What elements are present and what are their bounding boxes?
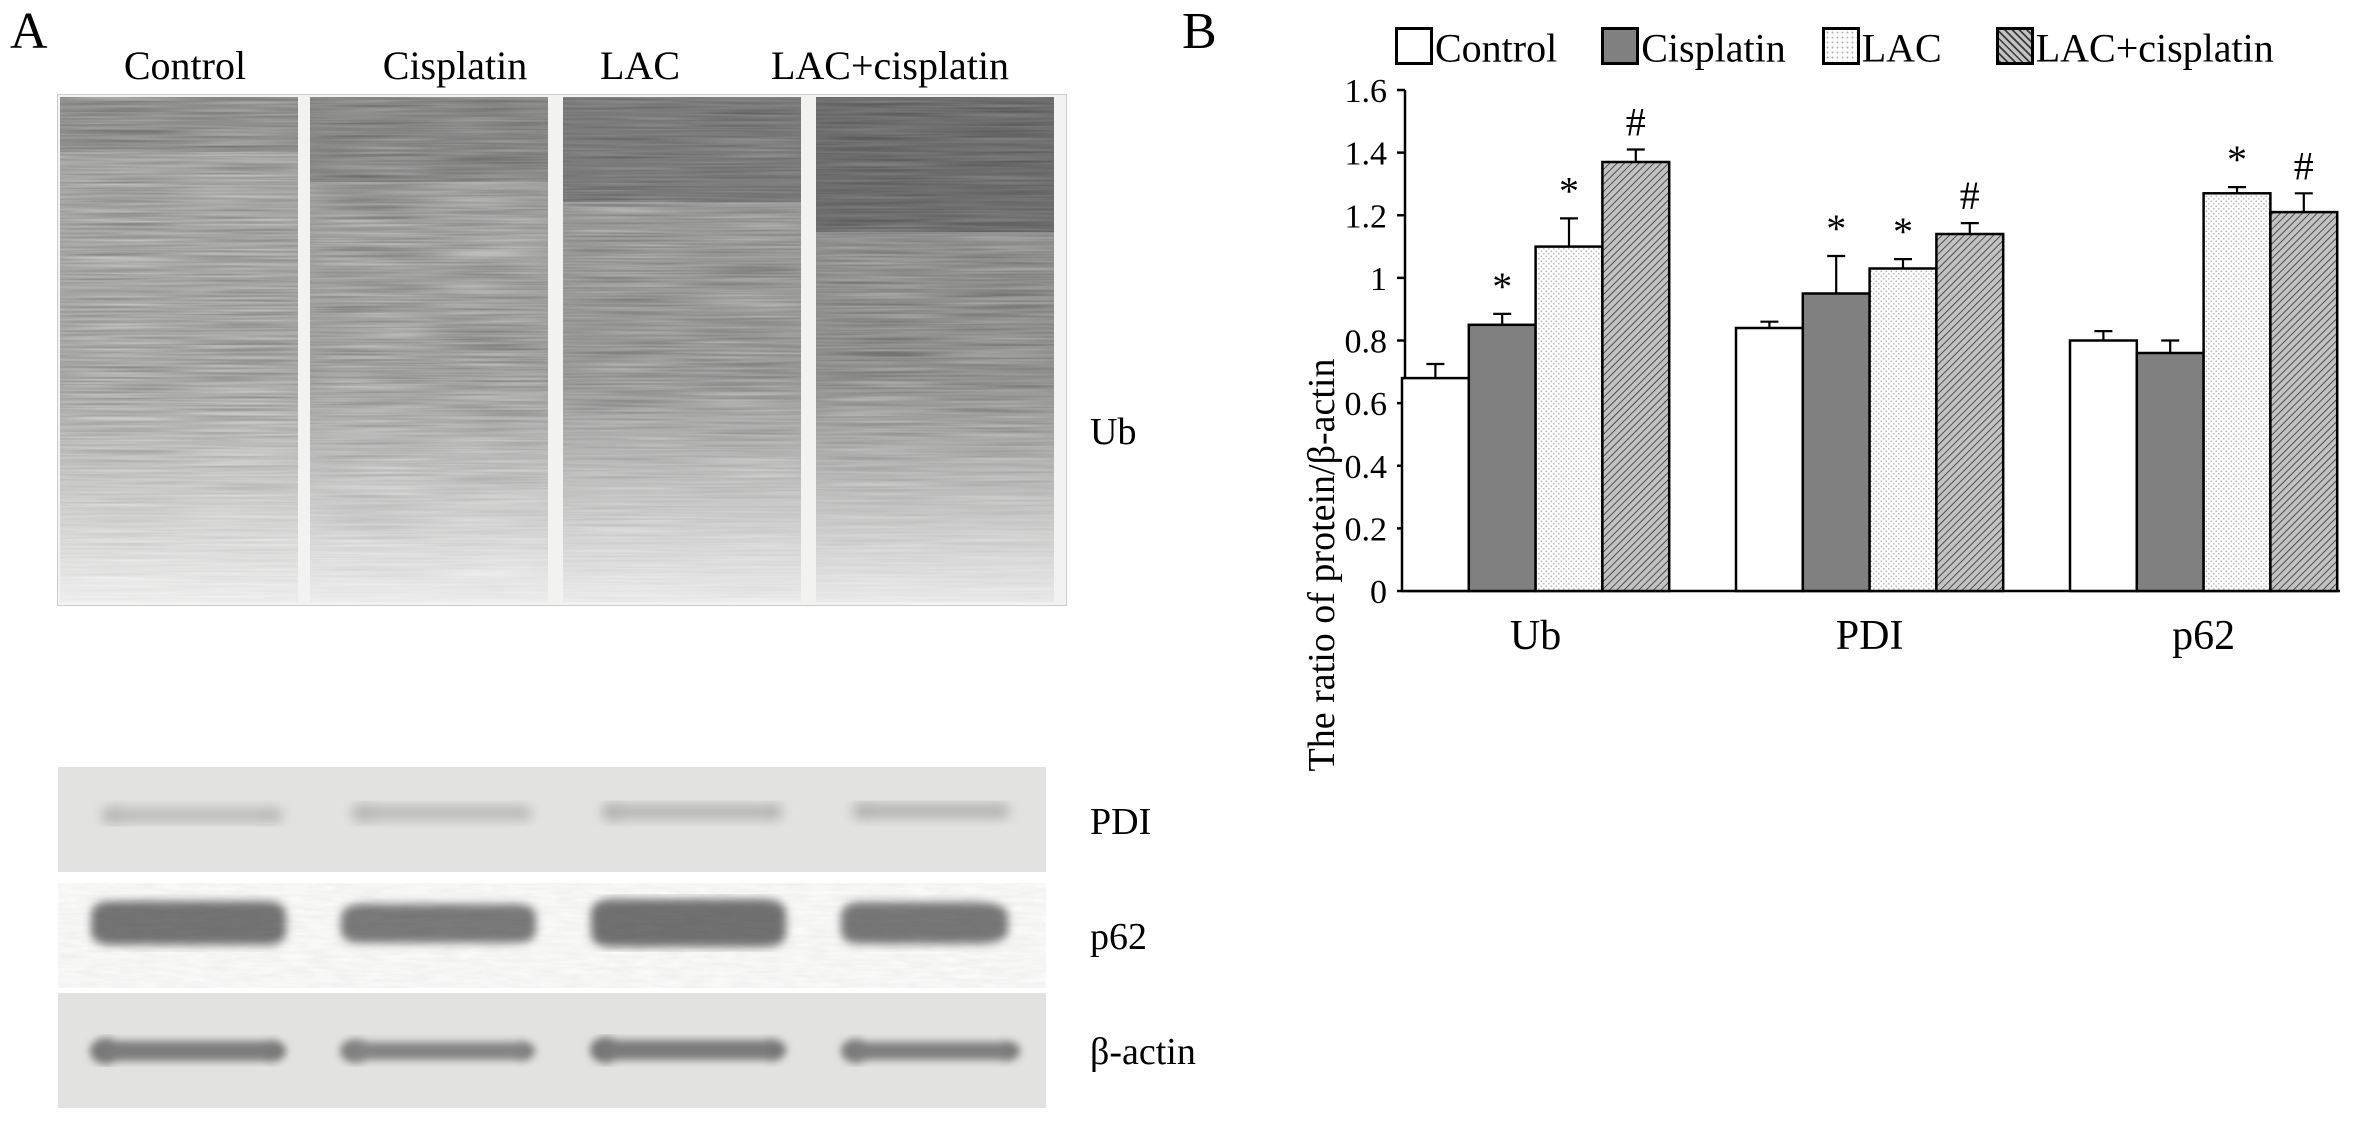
svg-text:0.6: 0.6 xyxy=(1345,386,1388,423)
svg-text:1: 1 xyxy=(1370,261,1387,298)
svg-text:1.6: 1.6 xyxy=(1345,73,1388,110)
svg-text:0.8: 0.8 xyxy=(1345,324,1388,361)
svg-text:0.2: 0.2 xyxy=(1345,511,1388,548)
svg-text:*: * xyxy=(1559,168,1579,213)
svg-text:*: * xyxy=(1492,264,1512,309)
svg-text:*: * xyxy=(2227,137,2247,182)
svg-text:#: # xyxy=(2294,143,2314,188)
svg-text:Ub: Ub xyxy=(1510,613,1561,659)
svg-text:p62: p62 xyxy=(2172,613,2235,659)
svg-text:PDI: PDI xyxy=(1836,613,1904,659)
svg-text:*: * xyxy=(1893,209,1913,254)
svg-text:#: # xyxy=(1960,173,1980,218)
svg-text:*: * xyxy=(1826,206,1846,251)
svg-text:0: 0 xyxy=(1370,574,1387,611)
svg-text:0.4: 0.4 xyxy=(1345,449,1388,486)
svg-text:#: # xyxy=(1626,100,1646,145)
svg-text:1.2: 1.2 xyxy=(1345,198,1388,235)
svg-text:1.4: 1.4 xyxy=(1345,136,1388,173)
